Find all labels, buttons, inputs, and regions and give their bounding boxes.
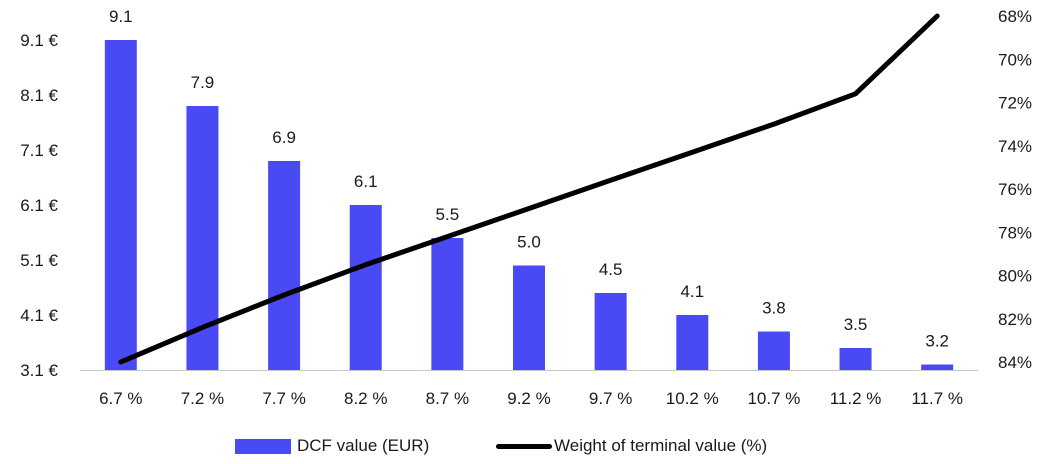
left-tick-label: 8.1 € (20, 86, 58, 105)
bar-data-label: 6.9 (272, 128, 296, 147)
x-tick-label: 8.2 % (344, 389, 387, 408)
x-tick-label: 10.7 % (747, 389, 800, 408)
bar-data-labels: 9.1 7.9 6.9 6.1 5.5 5.0 4.5 4.1 3.8 3.5 3.2 (109, 7, 949, 351)
x-tick-label: 7.7 % (262, 389, 305, 408)
bar-data-label: 3.2 (925, 332, 949, 351)
chart-canvas: 3.1 € 4.1 € 5.1 € 6.1 € 7.1 € 8.1 € 9.1 € 68% 7… (20, 7, 1032, 408)
bar (757, 331, 790, 370)
bar-data-label: 6.1 (354, 172, 378, 191)
bar-data-label: 5.0 (517, 233, 541, 252)
x-tick-label: 8.7 % (426, 389, 469, 408)
legend-item-dcf: DCF value (EUR) (235, 436, 429, 456)
bar (513, 265, 545, 370)
bar-series (104, 40, 954, 370)
bar (431, 238, 464, 370)
right-tick-label: 72% (998, 94, 1032, 113)
right-tick-label: 84% (998, 353, 1032, 372)
legend-line-swatch (496, 443, 552, 449)
right-tick-label: 68% (998, 7, 1032, 26)
right-tick-label: 76% (998, 180, 1032, 199)
x-tick-label: 10.2 % (666, 389, 719, 408)
legend-label-dcf: DCF value (EUR) (297, 436, 430, 455)
x-tick-label: 9.7 % (589, 389, 632, 408)
bar (839, 348, 872, 370)
bar-data-label: 3.8 (762, 299, 786, 318)
bar-data-label: 7.9 (191, 73, 215, 92)
bar-data-label: 4.5 (599, 260, 623, 279)
right-tick-label: 82% (998, 310, 1032, 329)
left-tick-label: 4.1 € (20, 306, 58, 325)
bar (594, 293, 627, 370)
left-tick-label: 7.1 € (20, 141, 58, 160)
bar-data-label: 9.1 (109, 7, 133, 26)
x-axis-ticks: 6.7 % 7.2 % 7.7 % 8.2 % 8.7 % 9.2 % 9.7 % 10.2 … (99, 389, 963, 408)
x-tick-label: 6.7 % (99, 389, 142, 408)
right-tick-label: 80% (998, 267, 1032, 286)
right-tick-label: 78% (998, 223, 1032, 242)
bar (676, 315, 709, 370)
terminal-value-line (118, 13, 940, 365)
bar-data-label: 3.5 (844, 315, 868, 334)
right-tick-label: 74% (998, 137, 1032, 156)
left-tick-label: 5.1 € (20, 251, 58, 270)
right-tick-label: 70% (998, 50, 1032, 69)
legend-bar-swatch (235, 438, 291, 454)
x-tick-label: 11.7 % (911, 389, 963, 408)
left-axis-ticks: 3.1 € 4.1 € 5.1 € 6.1 € 7.1 € 8.1 € 9.1 € (20, 31, 58, 380)
legend-item-weight: Weight of terminal value (%) (496, 436, 767, 456)
bar-data-label: 5.5 (436, 205, 460, 224)
right-axis-ticks: 68% 70% 72% 74% 76% 78% 80% 82% 84% (998, 7, 1032, 372)
left-tick-label: 9.1 € (20, 31, 58, 50)
x-tick-label: 7.2 % (181, 389, 224, 408)
x-tick-label: 11.2 % (830, 389, 882, 408)
bar-data-label: 4.1 (680, 282, 704, 301)
bar (104, 40, 137, 370)
legend-label-weight: Weight of terminal value (%) (554, 436, 768, 455)
bar (349, 205, 382, 370)
left-tick-label: 6.1 € (20, 196, 58, 215)
left-tick-label: 3.1 € (20, 361, 58, 380)
bar (268, 161, 301, 370)
bar (921, 364, 954, 370)
legend: DCF value (EUR) Weight of terminal value… (0, 436, 1044, 464)
x-tick-label: 9.2 % (507, 389, 550, 408)
